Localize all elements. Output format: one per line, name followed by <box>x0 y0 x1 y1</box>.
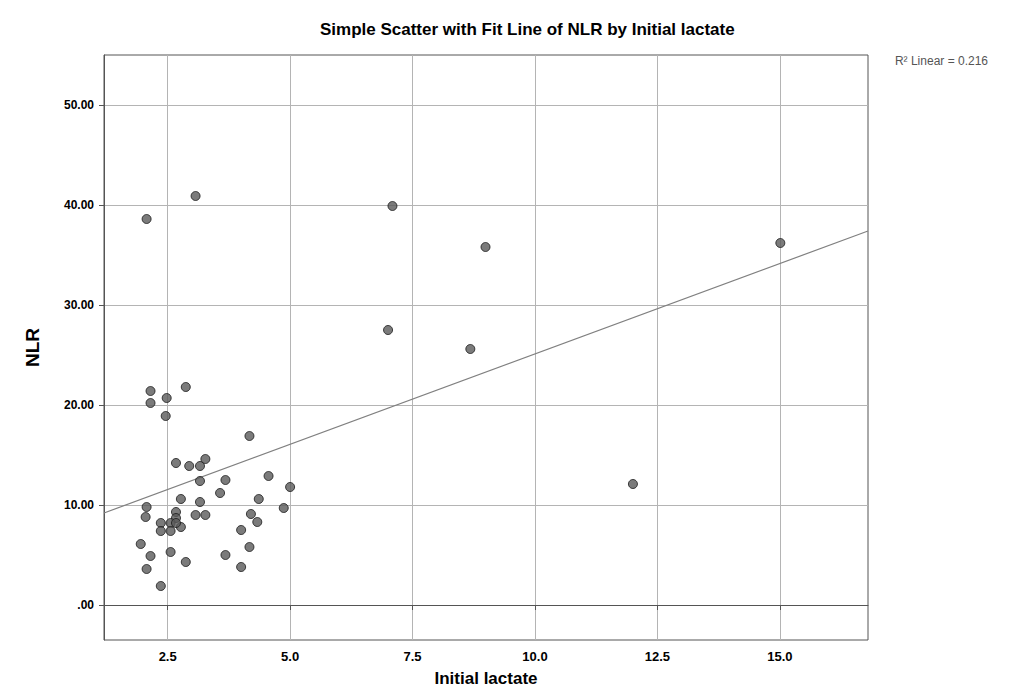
svg-text:5.0: 5.0 <box>281 649 299 664</box>
svg-text:7.5: 7.5 <box>403 649 421 664</box>
svg-text:Simple Scatter with Fit Line o: Simple Scatter with Fit Line of NLR by I… <box>320 20 735 39</box>
svg-text:50.00: 50.00 <box>64 98 94 112</box>
svg-text:20.00: 20.00 <box>64 398 94 412</box>
svg-text:.00: .00 <box>77 598 94 612</box>
svg-text:NLR: NLR <box>22 328 43 367</box>
svg-text:40.00: 40.00 <box>64 198 94 212</box>
svg-text:10.0: 10.0 <box>522 649 547 664</box>
svg-text:Initial lactate: Initial lactate <box>435 669 538 688</box>
svg-text:30.00: 30.00 <box>64 298 94 312</box>
svg-text:10.00: 10.00 <box>64 498 94 512</box>
svg-text:12.5: 12.5 <box>645 649 670 664</box>
svg-text:15.0: 15.0 <box>767 649 792 664</box>
svg-text:2.5: 2.5 <box>159 649 177 664</box>
svg-text:R² Linear = 0.216: R² Linear = 0.216 <box>895 54 988 68</box>
